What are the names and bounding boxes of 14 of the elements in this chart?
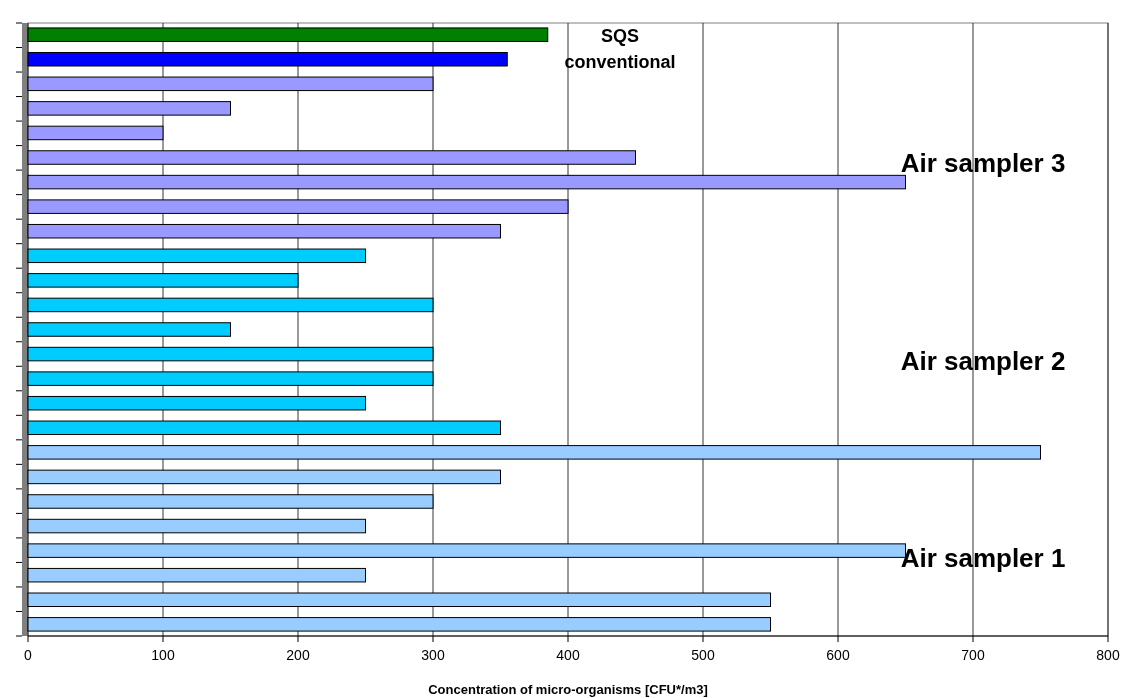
- x-tick-label: 500: [691, 647, 715, 663]
- annotation: Air sampler 2: [900, 346, 1066, 377]
- x-tick-label: 300: [421, 647, 445, 663]
- x-tick-label: 700: [961, 647, 985, 663]
- x-axis-title: Concentration of micro-organisms [CFU*/m3]: [428, 682, 708, 697]
- x-tick-label: 0: [24, 647, 33, 663]
- annotation: SQS conventional: [564, 26, 676, 73]
- annotation: Air sampler 3: [900, 147, 1066, 178]
- annotation: Air sampler 1: [900, 542, 1066, 573]
- x-tick-label: 800: [1096, 647, 1120, 663]
- x-tick-label: 200: [286, 647, 310, 663]
- x-tick-label: 400: [556, 647, 580, 663]
- x-tick-label: 100: [151, 647, 175, 663]
- x-tick-label: 600: [826, 647, 850, 663]
